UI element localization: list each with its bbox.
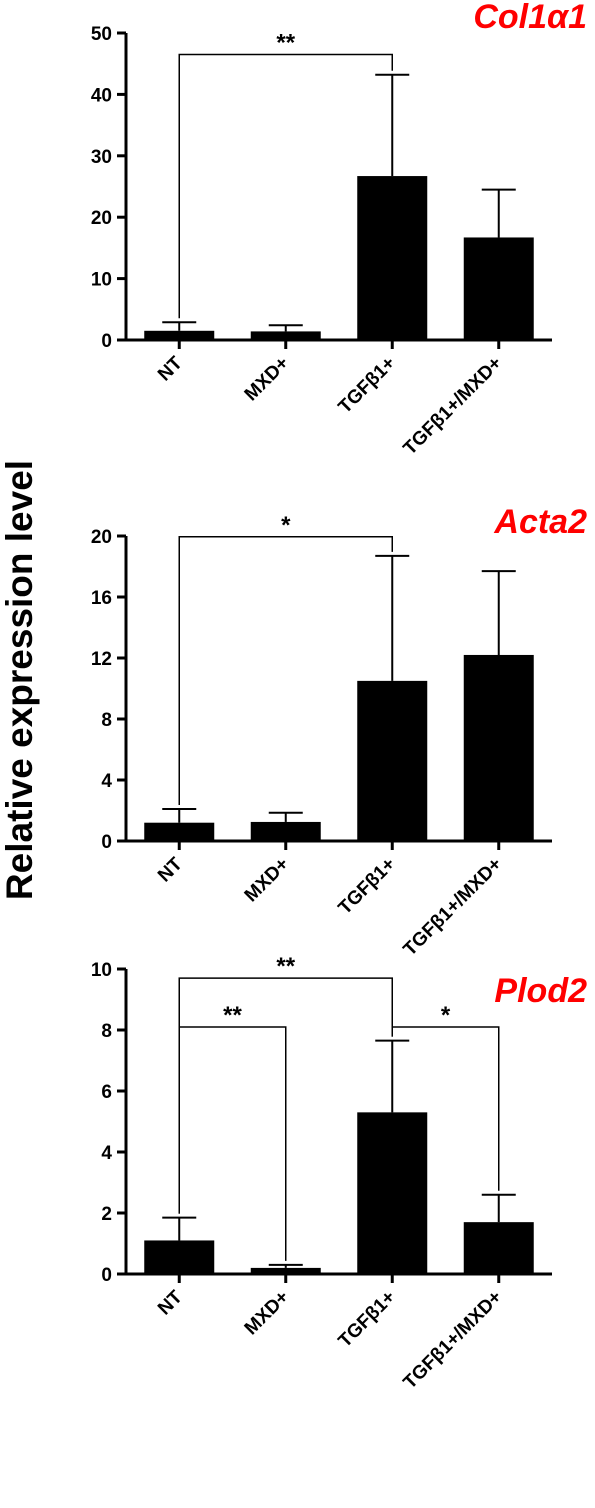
significance-label: **	[276, 953, 295, 980]
significance-bracket	[178, 1026, 287, 1261]
y-tick-label: 4	[101, 771, 112, 792]
category-label: NT	[154, 853, 187, 886]
bar-4	[463, 654, 534, 841]
bar-4	[463, 237, 534, 340]
bar-4	[463, 1222, 534, 1274]
y-tick-label: 0	[101, 331, 112, 352]
y-tick-label: 10	[91, 270, 112, 291]
significance-label: *	[281, 512, 291, 539]
bar-2	[250, 331, 321, 340]
y-tick-label: 0	[101, 832, 112, 853]
category-label: TGFβ1+/MXD+	[400, 1287, 507, 1394]
y-tick-label: 10	[91, 960, 112, 981]
category-label: NT	[154, 1286, 187, 1319]
y-tick-label: 0	[101, 1265, 112, 1286]
y-tick-label: 20	[91, 208, 112, 229]
bar-1	[144, 330, 215, 340]
bar-1	[144, 822, 215, 841]
category-label: MXD+	[241, 1287, 294, 1340]
bar-3	[357, 680, 428, 841]
category-label: MXD+	[241, 854, 294, 907]
bar-2	[250, 821, 321, 841]
significance-bracket	[391, 1026, 500, 1191]
y-tick-label: 2	[101, 1204, 112, 1225]
y-tick-label: 8	[101, 710, 112, 731]
chart-title: Plod2	[494, 972, 587, 1010]
category-label: TGFβ1+/MXD+	[400, 854, 507, 961]
significance-label: **	[223, 1002, 242, 1029]
category-label: MXD+	[241, 353, 294, 406]
category-label: TGFβ1+	[335, 854, 400, 919]
chart-title: Col1α1	[473, 0, 587, 36]
bar-1	[144, 1240, 215, 1274]
bar-3	[357, 1112, 428, 1274]
y-tick-label: 6	[101, 1082, 112, 1103]
significance-bracket	[178, 536, 393, 805]
category-label: TGFβ1+/MXD+	[400, 353, 507, 460]
bar-3	[357, 176, 428, 340]
bar-2	[250, 1267, 321, 1274]
y-tick-label: 8	[101, 1021, 112, 1042]
y-tick-label: 12	[91, 649, 112, 670]
y-axis-label: Relative expression level	[0, 460, 40, 900]
category-label: NT	[154, 352, 187, 385]
y-tick-label: 40	[91, 85, 112, 106]
category-label: TGFβ1+	[335, 1287, 400, 1352]
y-tick-label: 20	[91, 527, 112, 548]
y-tick-label: 4	[101, 1143, 112, 1164]
significance-label: **	[276, 29, 295, 56]
chart-title: Acta2	[493, 503, 587, 541]
y-tick-label: 50	[91, 24, 112, 45]
chart-panel-1: Col1α1 0 10 20 30 40 50 NT MXD+ TGFβ1+ TGFβ1+/MXD+…	[91, 0, 587, 459]
y-tick-label: 30	[91, 147, 112, 168]
chart-panel-2: Acta2 0 4 8 12 16 20 NT MXD+ TGFβ1+ TGFβ1+/MXD+ *	[91, 503, 587, 960]
significance-bracket	[178, 53, 393, 319]
significance-label: *	[441, 1002, 451, 1029]
y-tick-label: 16	[91, 588, 112, 609]
category-label: TGFβ1+	[335, 353, 400, 418]
